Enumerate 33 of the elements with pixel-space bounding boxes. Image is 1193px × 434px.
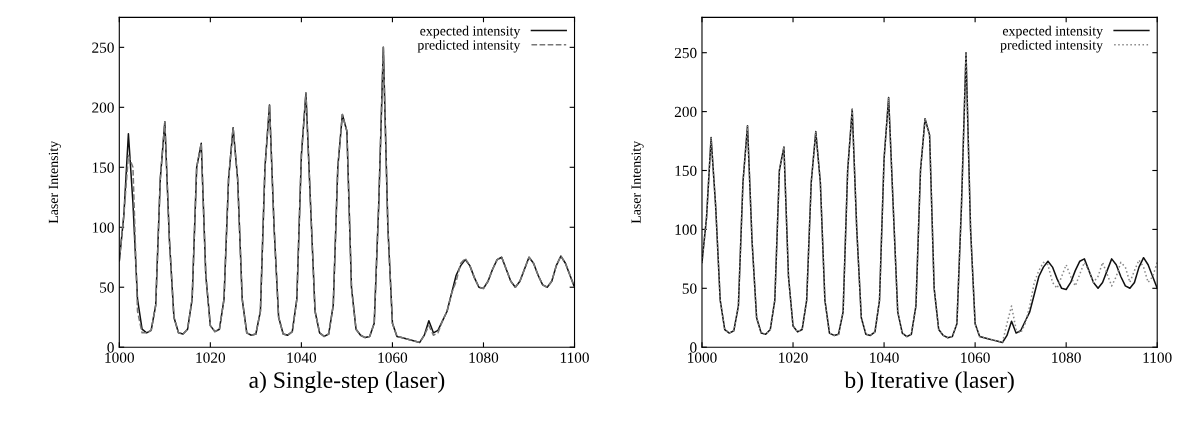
x-tick-label: 1100 [1143, 352, 1172, 363]
legend-label: predicted intensity [1000, 39, 1103, 53]
legend-label: predicted intensity [417, 39, 521, 53]
x-tick-label: 1020 [779, 352, 808, 363]
y-tick-label: 250 [92, 42, 114, 53]
y-axis-title: Laser Intensity [48, 140, 61, 224]
y-tick-label: 0 [107, 342, 114, 353]
y-tick-label: 200 [92, 102, 114, 113]
y-tick-label: 150 [92, 162, 114, 173]
x-tick-label: 1080 [469, 352, 499, 363]
x-tick-label: 1060 [961, 352, 990, 363]
x-tick-label: 1080 [1052, 352, 1081, 363]
x-tick-label: 1000 [105, 352, 134, 363]
x-axis-title: b) Iterative (laser) [844, 371, 1014, 393]
y-tick-label: 100 [92, 222, 114, 233]
y-tick-label: 200 [674, 106, 697, 118]
x-tick-label: 1020 [196, 352, 226, 363]
y-tick-label: 0 [690, 342, 697, 353]
x-tick-label: 1040 [287, 352, 317, 363]
x-tick-label: 1000 [688, 352, 717, 363]
x-tick-label: 1040 [870, 352, 899, 363]
y-axis-title: Laser Intensity [631, 140, 644, 224]
y-tick-label: 250 [674, 47, 697, 59]
legend-label: expected intensity [420, 25, 521, 39]
legend-label: expected intensity [1002, 25, 1103, 39]
y-tick-label: 50 [100, 282, 114, 293]
y-tick-label: 50 [682, 283, 697, 294]
line-series [701, 51, 1158, 344]
x-tick-label: 1060 [378, 352, 408, 363]
y-tick-label: 100 [675, 224, 697, 235]
x-tick-label: 1100 [560, 352, 589, 363]
y-tick-label: 150 [675, 165, 697, 176]
x-axis-title: a) Single-step (laser) [249, 371, 445, 393]
